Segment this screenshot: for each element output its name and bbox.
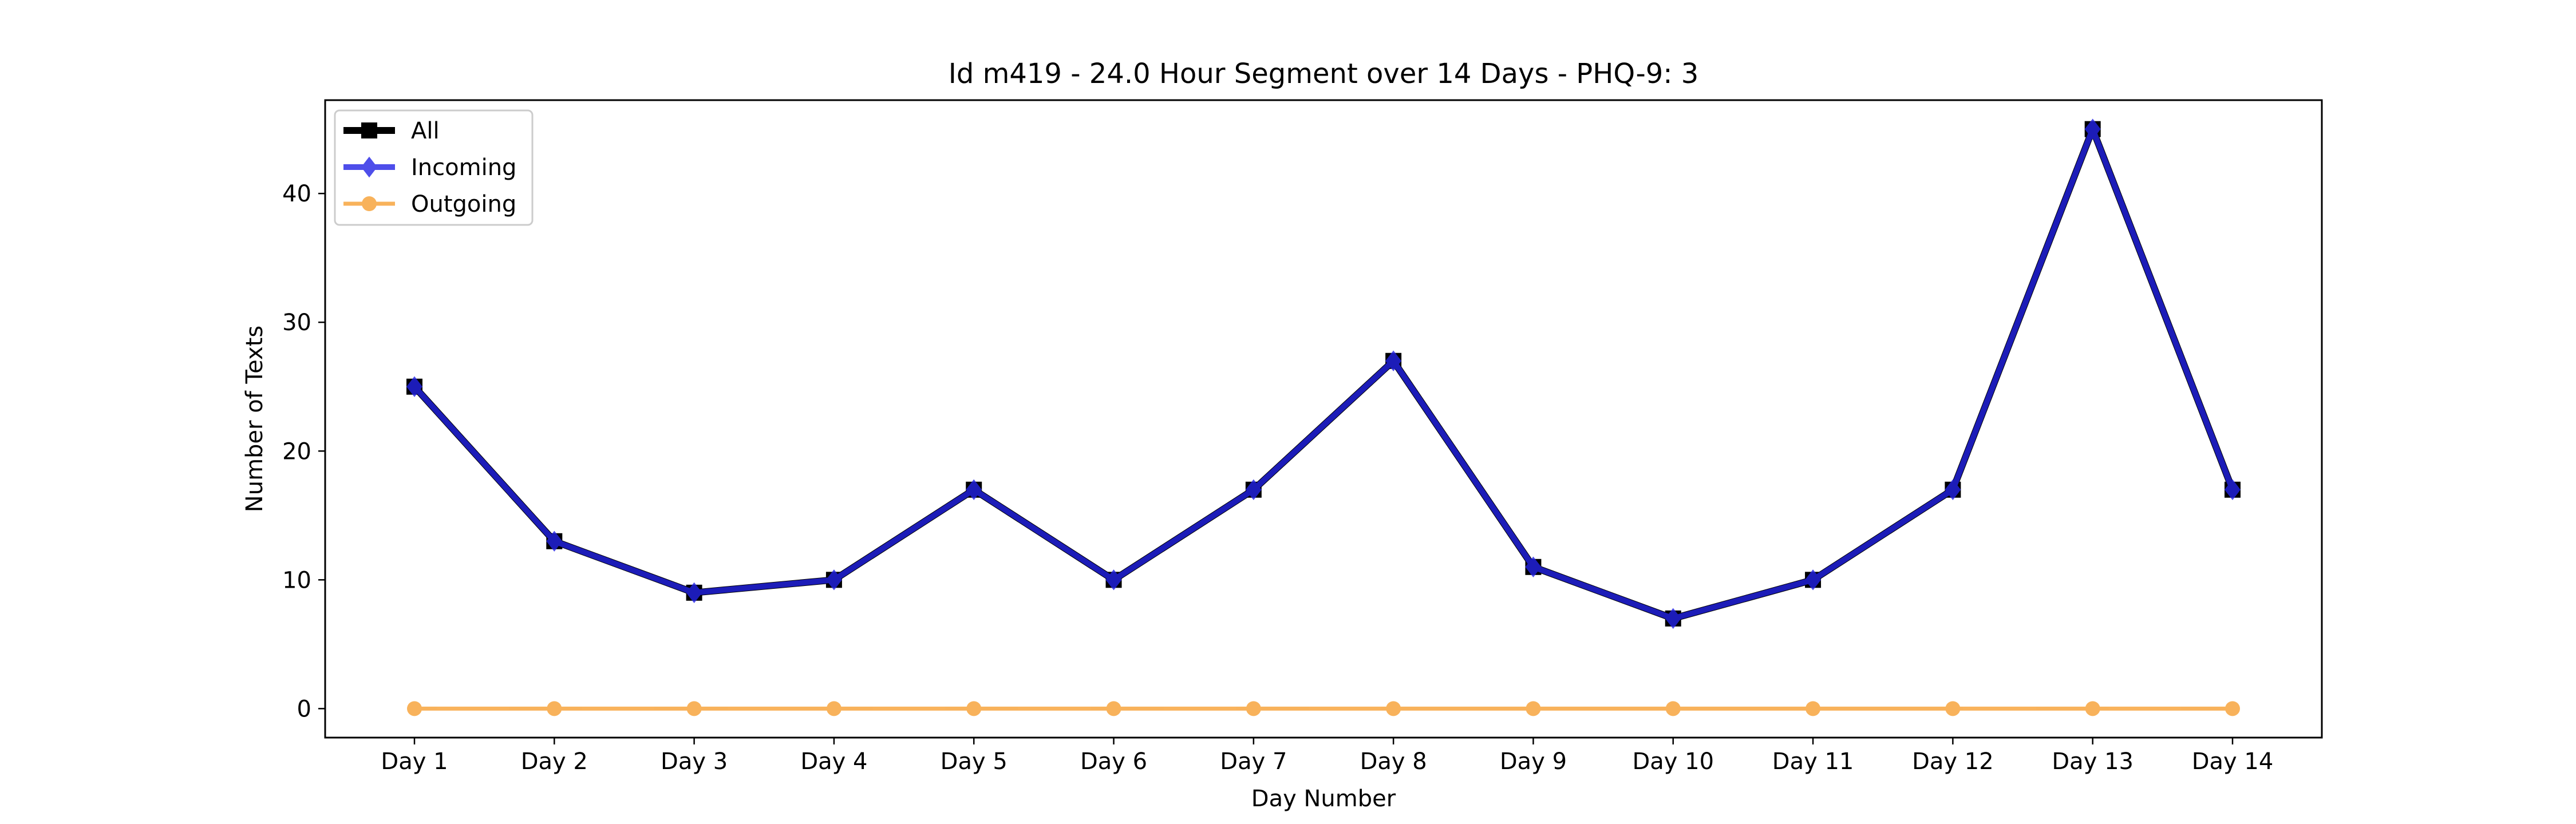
y-axis-label: Number of Texts	[242, 326, 268, 512]
y-tick-label: 40	[282, 181, 311, 207]
series-line	[412, 126, 2235, 621]
data-point	[547, 701, 562, 716]
data-point	[1525, 556, 1542, 578]
legend-marker	[362, 196, 377, 211]
y-tick-label: 10	[282, 567, 311, 593]
data-point	[1665, 608, 1681, 629]
data-point	[966, 701, 982, 716]
data-point	[1526, 701, 1541, 716]
legend-item	[343, 196, 395, 211]
data-point	[1805, 569, 1822, 591]
x-tick-label: Day 10	[1632, 748, 1714, 775]
chart-title: Id m419 - 24.0 Hour Segment over 14 Days…	[949, 58, 1699, 90]
y-axis: 0 10 20 30 40	[282, 181, 325, 722]
x-tick-label: Day 12	[1912, 748, 1994, 775]
series-outgoing	[407, 701, 2240, 716]
y-tick-label: 20	[282, 438, 311, 465]
y-tick-label: 0	[297, 696, 311, 722]
series-incoming	[406, 118, 2241, 629]
x-tick-label: Day 3	[661, 748, 728, 775]
data-point	[2225, 701, 2240, 716]
x-tick-label: Day 7	[1220, 748, 1287, 775]
x-tick-label: Day 1	[381, 748, 448, 775]
x-tick-label: Day 5	[941, 748, 1008, 775]
legend-marker	[361, 156, 377, 178]
x-tick-label: Day 9	[1500, 748, 1567, 775]
x-axis-label: Day Number	[1251, 786, 1396, 812]
x-axis: Day 1 Day 2 Day 3 Day 4 Day 5 Day 6 Day 7 Day 8…	[381, 738, 2273, 775]
plot-frame	[324, 99, 2323, 739]
legend-marker	[361, 122, 377, 138]
data-point	[546, 530, 563, 552]
x-tick-label: Day 6	[1080, 748, 1147, 775]
legend: All Incoming Outgoing	[334, 109, 534, 226]
x-tick-label: Day 2	[521, 748, 588, 775]
series-layer	[406, 118, 2241, 716]
data-point	[1665, 701, 1681, 716]
legend-label: All	[411, 118, 440, 144]
legend-label: Outgoing	[411, 191, 516, 217]
data-point	[686, 701, 702, 716]
data-point	[686, 582, 702, 604]
x-tick-label: Day 8	[1360, 748, 1427, 775]
data-point	[1105, 569, 1122, 591]
x-tick-label: Day 11	[1772, 748, 1854, 775]
data-point	[1246, 701, 1261, 716]
data-point	[2084, 118, 2101, 140]
data-point	[1945, 701, 1961, 716]
data-point	[1805, 701, 1821, 716]
x-tick-label: Day 13	[2052, 748, 2134, 775]
x-tick-label: Day 4	[800, 748, 867, 775]
data-point	[826, 701, 841, 716]
data-point	[1386, 701, 1401, 716]
data-point	[2085, 701, 2100, 716]
data-point	[407, 701, 422, 716]
x-tick-label: Day 14	[2192, 748, 2274, 775]
legend-item	[343, 122, 395, 138]
data-point	[825, 569, 842, 591]
legend-item	[343, 156, 395, 178]
data-point	[1245, 479, 1262, 500]
data-point	[1385, 350, 1402, 371]
data-point	[1106, 701, 1121, 716]
data-point	[2225, 479, 2241, 500]
data-point	[966, 479, 982, 500]
data-point	[406, 376, 422, 397]
legend-frame	[334, 109, 534, 226]
legend-label: Incoming	[411, 154, 516, 181]
y-tick-label: 30	[282, 310, 311, 336]
data-point	[1945, 479, 1961, 500]
